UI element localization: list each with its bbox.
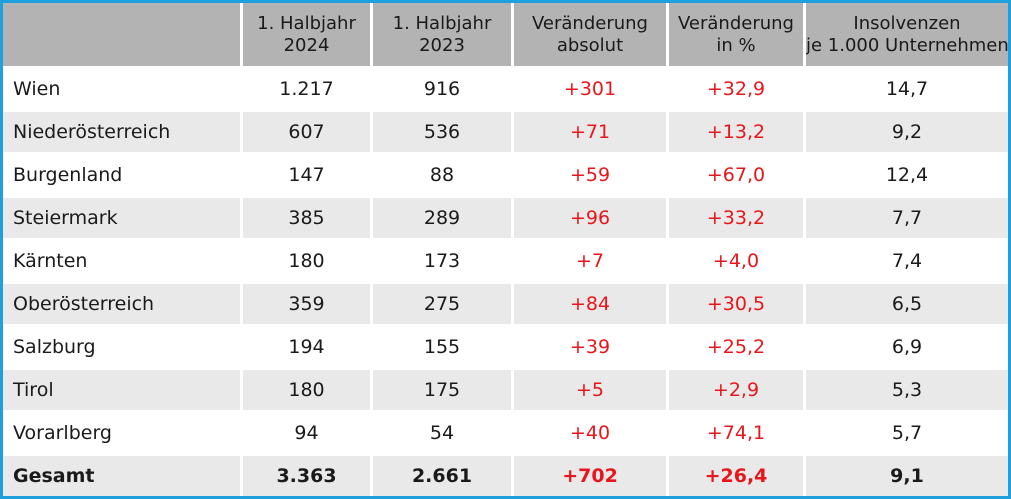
total-per1000: 9,1	[806, 456, 1008, 496]
cell-per1000: 7,4	[806, 241, 1008, 284]
cell-h2023: 88	[373, 155, 514, 198]
cell-h2023: 275	[373, 284, 514, 327]
header-per1000-line2: je 1.000 Unternehmen	[806, 34, 1008, 56]
header-per1000-line1: Insolvenzen	[853, 12, 961, 34]
total-change-abs: +702	[514, 456, 669, 496]
cell-per1000: 6,5	[806, 284, 1008, 327]
cell-per1000: 9,2	[806, 112, 1008, 155]
table-row: Wien 1.217 916 +301 +32,9 14,7	[3, 69, 1008, 112]
header-change-abs-line2: absolut	[556, 34, 624, 56]
cell-h2023: 155	[373, 327, 514, 370]
header-change-pct: Veränderung in %	[669, 3, 806, 69]
header-change-abs: Veränderung absolut	[514, 3, 669, 69]
header-h2024: 1. Halbjahr 2024	[243, 3, 373, 69]
cell-change-abs: +84	[514, 284, 669, 327]
cell-h2024: 607	[243, 112, 373, 155]
cell-h2023: 175	[373, 370, 514, 413]
total-label: Gesamt	[3, 456, 243, 496]
header-change-pct-line2: in %	[716, 34, 756, 56]
header-h2023: 1. Halbjahr 2023	[373, 3, 514, 69]
total-h2024: 3.363	[243, 456, 373, 496]
header-h2023-line2: 2023	[419, 34, 465, 56]
cell-change-abs: +39	[514, 327, 669, 370]
total-row: Gesamt 3.363 2.661 +702 +26,4 9,1	[3, 456, 1008, 496]
cell-region: Vorarlberg	[3, 413, 243, 456]
table-row: Tirol 180 175 +5 +2,9 5,3	[3, 370, 1008, 413]
cell-region: Tirol	[3, 370, 243, 413]
cell-change-pct: +30,5	[669, 284, 806, 327]
cell-change-pct: +32,9	[669, 69, 806, 112]
header-per1000: Insolvenzen je 1.000 Unternehmen	[806, 3, 1008, 69]
cell-change-abs: +301	[514, 69, 669, 112]
cell-h2023: 173	[373, 241, 514, 284]
cell-region: Salzburg	[3, 327, 243, 370]
cell-per1000: 5,7	[806, 413, 1008, 456]
cell-region: Wien	[3, 69, 243, 112]
cell-per1000: 12,4	[806, 155, 1008, 198]
cell-region: Niederösterreich	[3, 112, 243, 155]
cell-change-abs: +7	[514, 241, 669, 284]
cell-change-abs: +59	[514, 155, 669, 198]
cell-per1000: 7,7	[806, 198, 1008, 241]
table-row: Niederösterreich 607 536 +71 +13,2 9,2	[3, 112, 1008, 155]
table-row: Salzburg 194 155 +39 +25,2 6,9	[3, 327, 1008, 370]
cell-change-abs: +5	[514, 370, 669, 413]
cell-per1000: 6,9	[806, 327, 1008, 370]
cell-change-pct: +25,2	[669, 327, 806, 370]
header-change-abs-line1: Veränderung	[532, 12, 648, 34]
cell-change-pct: +74,1	[669, 413, 806, 456]
cell-region: Burgenland	[3, 155, 243, 198]
cell-change-pct: +67,0	[669, 155, 806, 198]
cell-change-pct: +2,9	[669, 370, 806, 413]
cell-region: Oberösterreich	[3, 284, 243, 327]
header-row: 1. Halbjahr 2024 1. Halbjahr 2023 Veränd…	[3, 3, 1008, 69]
cell-h2024: 180	[243, 241, 373, 284]
table-row: Burgenland 147 88 +59 +67,0 12,4	[3, 155, 1008, 198]
cell-change-abs: +40	[514, 413, 669, 456]
table-row: Steiermark 385 289 +96 +33,2 7,7	[3, 198, 1008, 241]
table-row: Vorarlberg 94 54 +40 +74,1 5,7	[3, 413, 1008, 456]
cell-h2024: 194	[243, 327, 373, 370]
table-row: Kärnten 180 173 +7 +4,0 7,4	[3, 241, 1008, 284]
insolvency-table: 1. Halbjahr 2024 1. Halbjahr 2023 Veränd…	[3, 3, 1008, 496]
cell-change-pct: +4,0	[669, 241, 806, 284]
header-region	[3, 3, 243, 69]
cell-per1000: 14,7	[806, 69, 1008, 112]
total-change-pct: +26,4	[669, 456, 806, 496]
cell-h2024: 385	[243, 198, 373, 241]
cell-h2024: 359	[243, 284, 373, 327]
cell-region: Steiermark	[3, 198, 243, 241]
header-h2023-line1: 1. Halbjahr	[392, 12, 492, 34]
cell-h2023: 536	[373, 112, 514, 155]
cell-h2023: 289	[373, 198, 514, 241]
cell-h2024: 180	[243, 370, 373, 413]
cell-change-pct: +33,2	[669, 198, 806, 241]
cell-change-pct: +13,2	[669, 112, 806, 155]
cell-per1000: 5,3	[806, 370, 1008, 413]
cell-change-abs: +71	[514, 112, 669, 155]
cell-h2023: 916	[373, 69, 514, 112]
cell-h2024: 94	[243, 413, 373, 456]
cell-region: Kärnten	[3, 241, 243, 284]
cell-change-abs: +96	[514, 198, 669, 241]
cell-h2023: 54	[373, 413, 514, 456]
header-change-pct-line1: Veränderung	[678, 12, 794, 34]
table-row: Oberösterreich 359 275 +84 +30,5 6,5	[3, 284, 1008, 327]
header-h2024-line1: 1. Halbjahr	[257, 12, 356, 34]
cell-h2024: 147	[243, 155, 373, 198]
cell-h2024: 1.217	[243, 69, 373, 112]
header-h2024-line2: 2024	[283, 34, 330, 56]
total-h2023: 2.661	[373, 456, 514, 496]
